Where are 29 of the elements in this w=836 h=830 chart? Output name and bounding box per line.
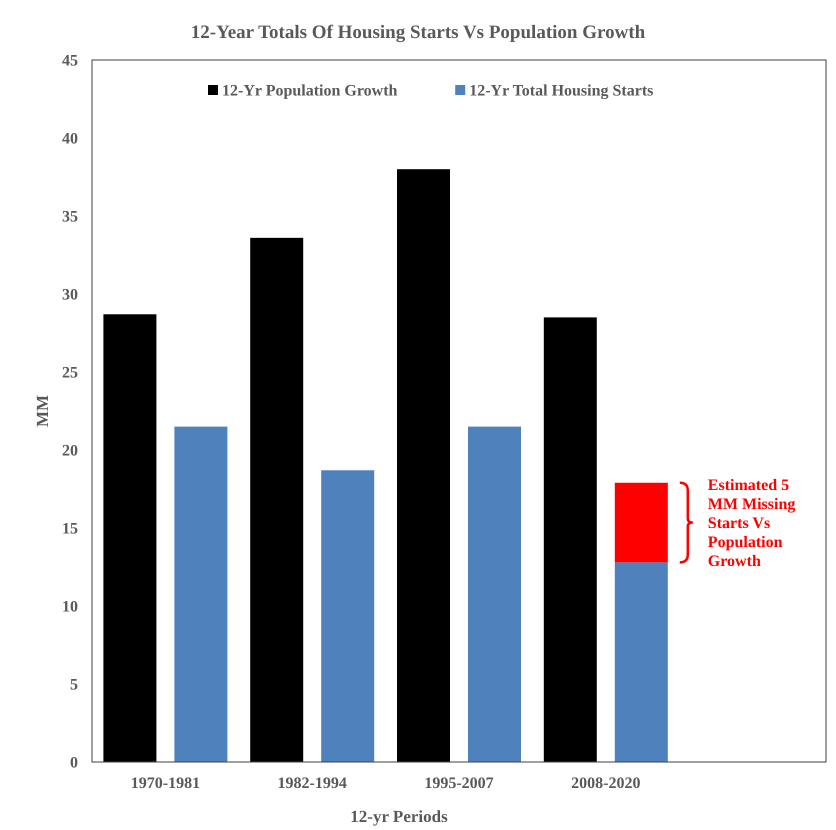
y-tick-label: 5 <box>70 676 78 694</box>
x-tick-label: 1982-1994 <box>278 775 347 792</box>
annotation: Estimated 5 MM Missing Starts Vs Population Growth <box>708 477 796 570</box>
bar <box>103 314 156 762</box>
y-tick-label: 20 <box>62 442 78 460</box>
x-tick-label: 1970-1981 <box>130 775 200 792</box>
y-axis-title: MM <box>33 394 52 428</box>
x-axis-title: 12-yr Periods <box>350 807 448 826</box>
chart-title: 12-Year Totals Of Housing Starts Vs Population Growth <box>190 22 646 43</box>
y-tick-label: 0 <box>70 754 78 772</box>
x-tick-label: 1995-2007 <box>424 775 494 792</box>
bar <box>468 426 521 762</box>
bar <box>250 238 304 762</box>
y-tick-label: 10 <box>62 598 78 616</box>
y-tick-label: 25 <box>62 364 78 382</box>
bar <box>174 426 228 762</box>
y-tick-label: 35 <box>62 208 78 226</box>
legend-label: 12-Yr Total Housing Starts <box>469 82 654 100</box>
bar <box>614 482 668 562</box>
legend-label: 12-Yr Population Growth <box>222 82 398 100</box>
y-tick-label: 45 <box>62 52 78 70</box>
y-tick-label: 40 <box>62 130 78 148</box>
bar <box>397 169 450 762</box>
x-tick-label: 2008-2020 <box>571 775 640 792</box>
bar <box>321 470 374 762</box>
bar <box>614 562 668 762</box>
bar <box>544 317 597 762</box>
y-tick-label: 15 <box>62 520 78 538</box>
y-tick-label: 30 <box>62 286 78 304</box>
